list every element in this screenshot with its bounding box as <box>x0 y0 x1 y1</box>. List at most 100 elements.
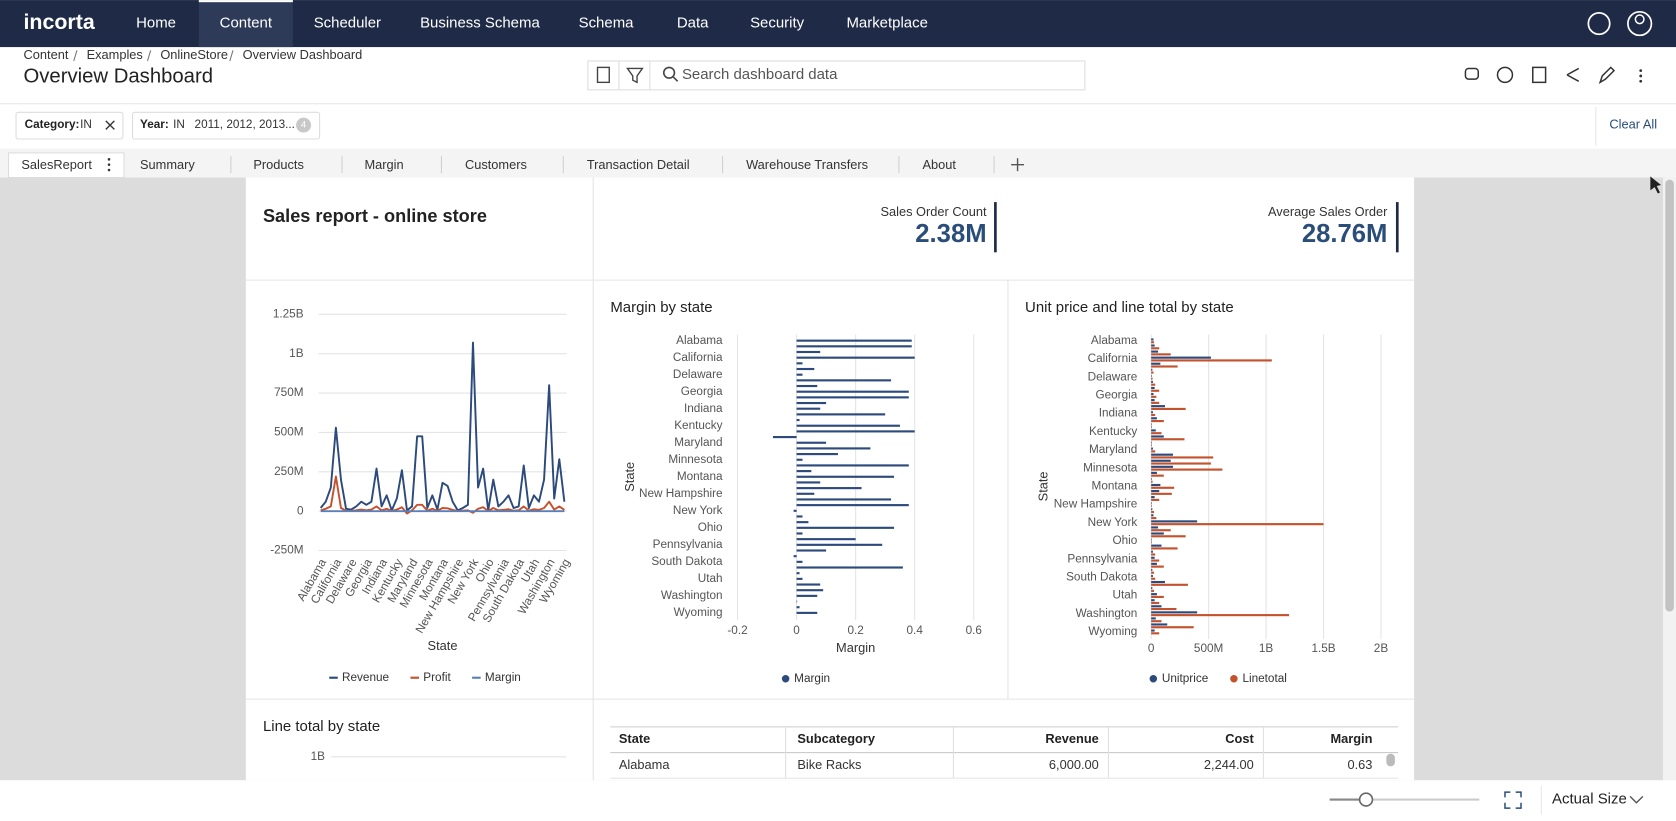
y-tick-label: -250M <box>270 544 303 557</box>
nav-item[interactable]: Data <box>677 15 709 32</box>
table-cell: 0.63 <box>1348 757 1373 772</box>
y-tick-label: Minnesota <box>1083 461 1138 474</box>
bar <box>1151 529 1171 532</box>
tab[interactable]: Transaction Detail <box>587 157 690 172</box>
clear-all[interactable]: Clear All <box>1609 117 1657 132</box>
bar <box>796 549 827 552</box>
nav-item[interactable]: Content <box>220 15 273 32</box>
legend-label[interactable]: Margin <box>485 671 521 684</box>
edit-icon[interactable] <box>1598 66 1616 85</box>
tab[interactable]: Products <box>253 157 304 172</box>
bar <box>1151 389 1160 392</box>
kpi-value: 28.76M <box>1302 220 1388 248</box>
bar <box>1151 423 1152 426</box>
y-tick-label: Georgia <box>681 385 723 398</box>
bar <box>1151 453 1174 456</box>
tab-menu-icon[interactable] <box>107 158 111 172</box>
bar <box>796 441 827 444</box>
bar <box>796 498 892 501</box>
y-tick-label: Utah <box>1112 589 1137 602</box>
bar <box>1151 435 1164 438</box>
tab-bar <box>0 148 1676 178</box>
bar <box>796 384 818 388</box>
nav-item[interactable]: Business Schema <box>420 15 540 32</box>
y-tick-label: 1B <box>311 750 326 763</box>
search-icon-handle <box>672 76 679 82</box>
zoom-knob[interactable] <box>1358 792 1374 807</box>
nav-item[interactable]: Home <box>136 15 176 32</box>
chart-title: Margin by state <box>610 299 712 316</box>
help-icon[interactable] <box>1587 12 1611 36</box>
bar <box>1151 405 1165 408</box>
active-nav-line <box>198 0 293 3</box>
report-icon[interactable] <box>1532 66 1547 84</box>
scrollbar-thumb[interactable] <box>1665 179 1674 612</box>
search-placeholder[interactable]: Search dashboard data <box>682 66 838 83</box>
bar <box>796 566 903 569</box>
share-icon[interactable] <box>1566 67 1580 82</box>
x-tick-label: 0.2 <box>847 624 863 637</box>
bar <box>1151 374 1152 377</box>
user-icon[interactable] <box>1627 10 1653 37</box>
bar <box>1151 601 1160 605</box>
breadcrumb-separator <box>73 50 78 62</box>
column-header: Cost <box>1225 731 1254 746</box>
y-tick-label: Pennsylvania <box>653 538 723 551</box>
x-tick-label: 1B <box>1259 642 1274 655</box>
tab[interactable]: About <box>922 157 956 172</box>
table-scroll-thumb[interactable] <box>1386 753 1395 767</box>
more-icon[interactable] <box>1639 69 1643 83</box>
kpi-label: Sales Order Count <box>880 204 987 219</box>
comment-icon[interactable] <box>1464 67 1480 80</box>
y-tick-label: South Dakota <box>1066 570 1138 583</box>
bar <box>1151 432 1162 435</box>
filter-chip[interactable] <box>132 111 321 140</box>
bar <box>1151 401 1160 404</box>
legend-label[interactable]: Margin <box>794 672 830 685</box>
bar <box>796 606 800 609</box>
bar <box>1151 553 1156 556</box>
bar <box>1151 508 1153 511</box>
legend-label[interactable]: Profit <box>423 671 451 684</box>
y-tick-label: Delaware <box>673 368 723 381</box>
bar <box>796 453 838 456</box>
info-icon[interactable] <box>1496 66 1514 84</box>
nav-item[interactable]: Schema <box>579 15 635 32</box>
bar <box>796 350 821 354</box>
tab[interactable]: Customers <box>465 157 527 172</box>
bar <box>1151 399 1155 402</box>
panel-title: Line total by state <box>263 718 380 735</box>
fullscreen-icon[interactable] <box>1504 791 1522 809</box>
legend-label[interactable]: Revenue <box>342 671 389 684</box>
nav-item[interactable]: Scheduler <box>314 15 381 32</box>
bar <box>1151 359 1272 362</box>
legend-label[interactable]: Unitprice <box>1162 672 1209 685</box>
breadcrumb[interactable]: Content <box>24 47 69 62</box>
nav-item[interactable]: Marketplace <box>846 15 927 32</box>
tab[interactable]: Warehouse Transfers <box>746 157 868 172</box>
filter-chip[interactable] <box>15 111 124 140</box>
breadcrumb[interactable]: Examples <box>87 47 143 62</box>
zoom-select[interactable]: Actual Size <box>1552 791 1627 808</box>
filter-icon[interactable] <box>626 67 644 84</box>
series-line <box>320 475 565 515</box>
tab[interactable]: Margin <box>364 157 403 172</box>
add-tab[interactable] <box>1011 158 1024 172</box>
y-tick-label: Delaware <box>1088 370 1138 383</box>
logo[interactable]: incorta <box>24 10 96 34</box>
bar <box>1151 620 1162 623</box>
x-tick-label: 0 <box>1148 642 1155 655</box>
active-tab-label[interactable]: SalesReport <box>21 157 92 172</box>
table-cell: Bike Racks <box>797 757 861 772</box>
filter-op: IN <box>80 118 92 131</box>
tab[interactable]: Summary <box>140 157 195 172</box>
breadcrumb[interactable]: OnlineStore <box>160 47 228 62</box>
search-box[interactable] <box>587 60 1086 91</box>
bar <box>796 339 912 342</box>
nav-item[interactable]: Security <box>750 15 805 32</box>
remove-filter-icon[interactable] <box>105 120 115 130</box>
active-tab[interactable] <box>8 152 125 179</box>
bookmark-icon[interactable] <box>596 66 610 84</box>
legend-label[interactable]: Linetotal <box>1242 672 1286 685</box>
bar <box>1151 532 1164 535</box>
